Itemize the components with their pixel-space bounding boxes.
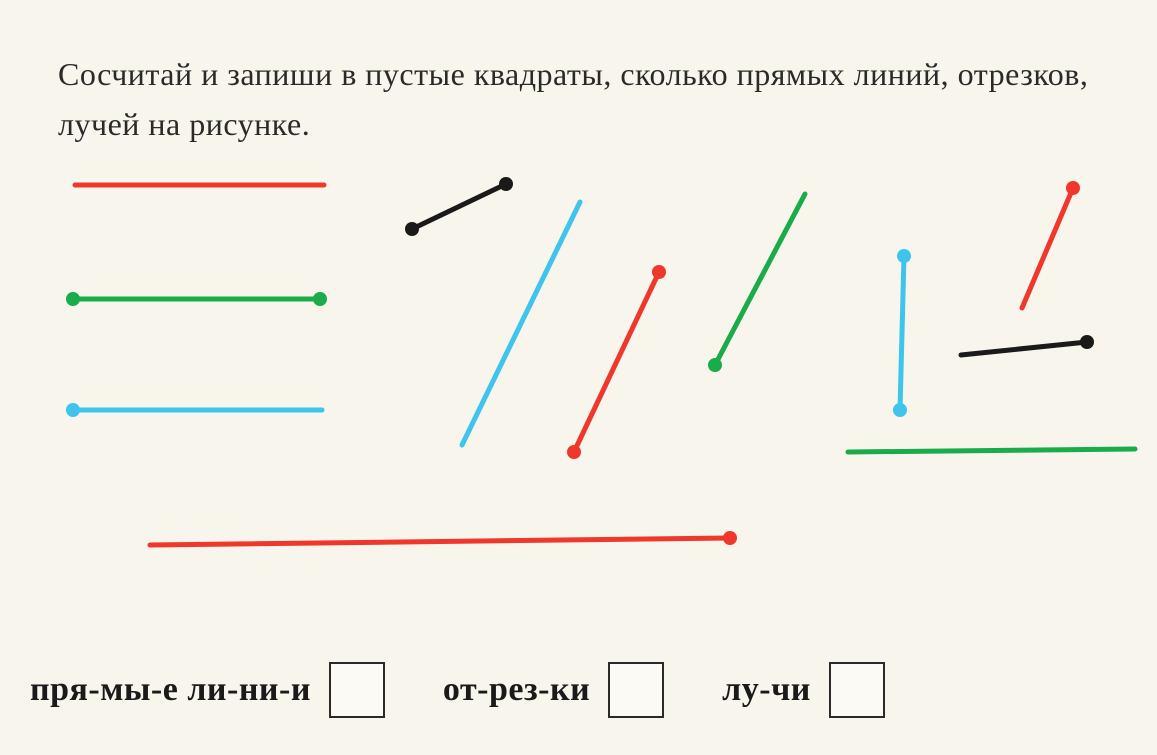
- shape-segment: [412, 184, 506, 229]
- endpoint-dot: [708, 358, 722, 372]
- geometry-figure: [0, 160, 1157, 590]
- shape-ray: [1022, 188, 1073, 308]
- shape-segment: [574, 272, 659, 452]
- endpoint-dot: [499, 177, 513, 191]
- endpoint-dot: [723, 531, 737, 545]
- label-segments: от-рез-ки: [443, 671, 590, 709]
- endpoint-dot: [893, 403, 907, 417]
- shape-ray: [961, 342, 1087, 355]
- shape-line: [848, 449, 1135, 452]
- worksheet-page: Сосчитай и запиши в пустые квадраты, ско…: [0, 0, 1157, 755]
- endpoint-dot: [1080, 335, 1094, 349]
- shape-segment: [900, 256, 904, 410]
- input-box-rays[interactable]: [829, 662, 885, 718]
- answer-row: пря-мы-е ли-ни-и от-рез-ки лу-чи: [0, 650, 1157, 730]
- endpoint-dot: [897, 249, 911, 263]
- input-box-segments[interactable]: [608, 662, 664, 718]
- endpoint-dot: [652, 265, 666, 279]
- shape-ray: [150, 538, 730, 545]
- endpoint-dot: [1066, 181, 1080, 195]
- shape-line: [462, 202, 580, 445]
- endpoint-dot: [313, 292, 327, 306]
- label-rays: лу-чи: [722, 671, 811, 709]
- endpoint-dot: [66, 403, 80, 417]
- endpoint-dot: [66, 292, 80, 306]
- endpoint-dot: [567, 445, 581, 459]
- shape-ray: [715, 194, 805, 365]
- instruction-text: Сосчитай и запиши в пустые квадраты, ско…: [58, 50, 1148, 149]
- endpoint-dot: [405, 222, 419, 236]
- label-lines: пря-мы-е ли-ни-и: [30, 671, 311, 709]
- input-box-lines[interactable]: [329, 662, 385, 718]
